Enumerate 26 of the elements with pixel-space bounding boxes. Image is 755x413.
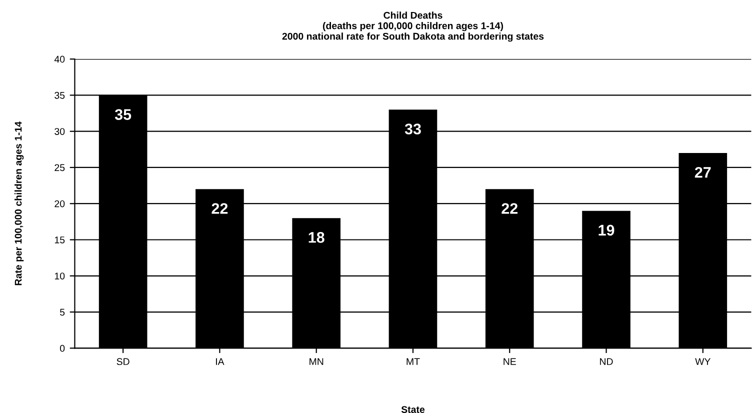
x-tick-label: ND [600, 358, 613, 365]
y-tick-label: 40 [54, 56, 65, 63]
x-tick-label: IA [216, 358, 224, 365]
data-label: 35 [114, 109, 132, 120]
data-label: 18 [308, 232, 324, 243]
y-tick-label: 10 [54, 272, 65, 280]
x-tick-label: MT [406, 358, 420, 365]
y-tick-label: 0 [60, 344, 65, 352]
data-label: 27 [694, 166, 711, 178]
data-label: 33 [404, 124, 421, 134]
y-tick-label: 25 [54, 164, 65, 172]
y-axis-title: Rate per 100,000 children ages 1-14 [14, 122, 24, 286]
y-tick-label: 15 [54, 236, 65, 244]
x-tick-label: NE [504, 358, 516, 365]
y-tick-label: 30 [54, 128, 65, 135]
x-tick-label: MN [310, 358, 324, 365]
data-label: 22 [502, 203, 518, 214]
chart-title: Child Deaths (deaths per 100,000 children ages 1-14) 2000 national rate for South Dakota and bordering states [282, 12, 544, 42]
data-label: 19 [598, 224, 614, 236]
x-tick-label: SD [116, 358, 130, 366]
x-tick-label: WY [695, 358, 711, 365]
y-tick-label: 20 [54, 200, 65, 208]
x-axis-title: State [401, 406, 425, 413]
y-tick-label: 35 [54, 92, 65, 99]
data-label: 22 [212, 203, 228, 214]
y-tick-label: 5 [60, 308, 65, 316]
